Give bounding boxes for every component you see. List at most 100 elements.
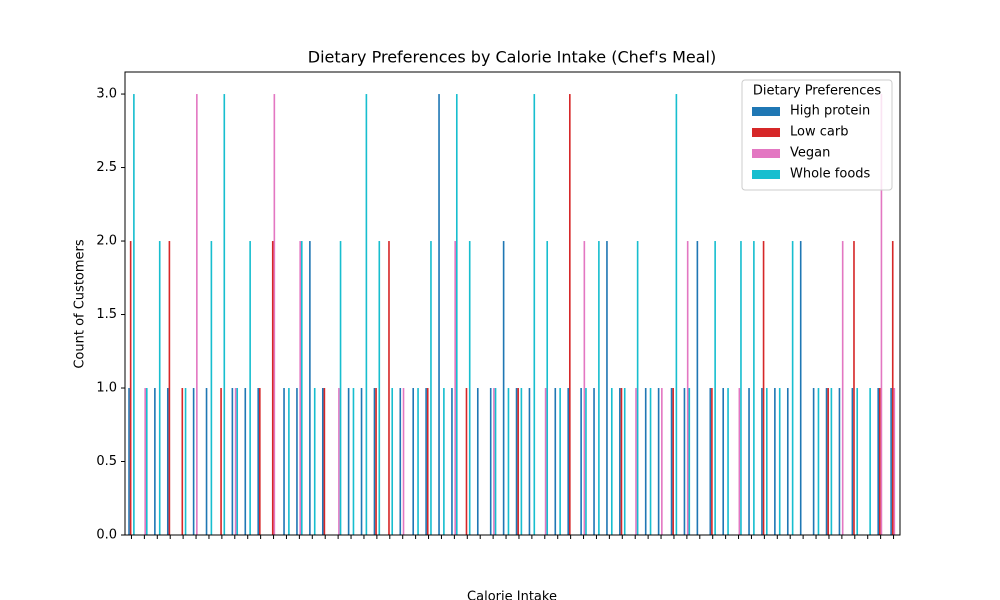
- legend-label: Low carb: [790, 125, 848, 140]
- bar: [309, 241, 311, 536]
- bar: [635, 388, 637, 535]
- bar: [761, 388, 763, 535]
- bar: [830, 388, 833, 535]
- bar: [711, 388, 713, 535]
- legend-swatch: [752, 107, 780, 116]
- bar: [388, 241, 390, 536]
- bar: [373, 388, 376, 535]
- bar: [365, 94, 368, 536]
- bar: [296, 388, 298, 535]
- bar: [774, 388, 776, 535]
- bar: [399, 388, 402, 535]
- bar: [661, 388, 663, 535]
- bar: [827, 388, 829, 535]
- bar: [154, 388, 156, 535]
- y-tick-label: 0.5: [96, 454, 117, 469]
- bar: [468, 241, 471, 536]
- bar: [620, 388, 623, 535]
- bar: [879, 388, 881, 535]
- bar: [133, 94, 135, 536]
- bar: [517, 388, 519, 535]
- bar: [791, 241, 794, 536]
- bar: [220, 388, 222, 535]
- bar: [722, 388, 725, 535]
- bar: [520, 388, 523, 535]
- y-tick-label: 3.0: [96, 87, 117, 102]
- bar: [644, 388, 647, 535]
- bar: [619, 388, 621, 535]
- bar: [489, 388, 492, 535]
- bar: [675, 94, 678, 536]
- bar: [236, 388, 239, 535]
- bar: [231, 388, 234, 535]
- bar: [438, 94, 440, 536]
- bar: [569, 94, 571, 536]
- bar: [430, 241, 432, 536]
- bar: [378, 241, 381, 536]
- bar: [249, 241, 251, 536]
- bar: [391, 388, 394, 535]
- y-tick-label: 1.0: [96, 381, 117, 396]
- bar: [515, 388, 518, 535]
- bar: [259, 388, 261, 535]
- legend-label: Vegan: [790, 146, 830, 161]
- bar: [360, 388, 363, 535]
- bar: [825, 388, 828, 535]
- bar: [313, 388, 316, 535]
- bar: [321, 388, 324, 535]
- bar: [670, 388, 673, 535]
- bar: [300, 241, 303, 536]
- bar: [181, 388, 184, 535]
- bar: [352, 388, 355, 535]
- bar: [454, 241, 456, 536]
- bar: [544, 388, 547, 535]
- bar: [196, 94, 198, 536]
- bar: [144, 388, 146, 535]
- chart-title: Dietary Preferences by Calorie Intake (C…: [308, 48, 716, 67]
- bar: [683, 388, 686, 535]
- bar: [494, 388, 497, 535]
- bar: [451, 388, 453, 535]
- bar: [184, 388, 187, 535]
- bar: [851, 388, 854, 535]
- y-tick-label: 2.5: [96, 160, 117, 175]
- bar: [546, 241, 549, 536]
- bar: [347, 388, 350, 535]
- bar: [714, 241, 716, 536]
- bar: [507, 388, 510, 535]
- bar: [762, 241, 765, 536]
- bar: [583, 241, 586, 536]
- bar: [205, 388, 208, 535]
- legend-swatch: [752, 170, 780, 179]
- bar: [299, 241, 301, 536]
- bar: [738, 388, 741, 535]
- bar: [672, 388, 674, 535]
- bar: [476, 388, 479, 535]
- bar: [425, 388, 427, 535]
- bar: [598, 241, 600, 536]
- bar: [748, 388, 750, 535]
- bar: [753, 241, 755, 536]
- bar: [412, 388, 415, 535]
- bar: [528, 388, 531, 535]
- bar: [402, 388, 405, 535]
- bar: [856, 388, 859, 535]
- bar: [554, 388, 557, 535]
- bar: [786, 388, 789, 535]
- bar: [765, 388, 768, 535]
- bar: [890, 388, 892, 535]
- legend-swatch: [752, 149, 780, 158]
- bar: [623, 388, 626, 535]
- bar: [192, 388, 195, 535]
- bar: [323, 388, 326, 535]
- bar: [338, 388, 340, 535]
- bar: [657, 388, 660, 535]
- bar: [533, 94, 536, 536]
- bar: [234, 388, 237, 535]
- bar: [465, 388, 468, 535]
- x-axis-label: Calorie Intake: [467, 590, 557, 600]
- bar: [145, 388, 148, 535]
- bar: [166, 388, 169, 535]
